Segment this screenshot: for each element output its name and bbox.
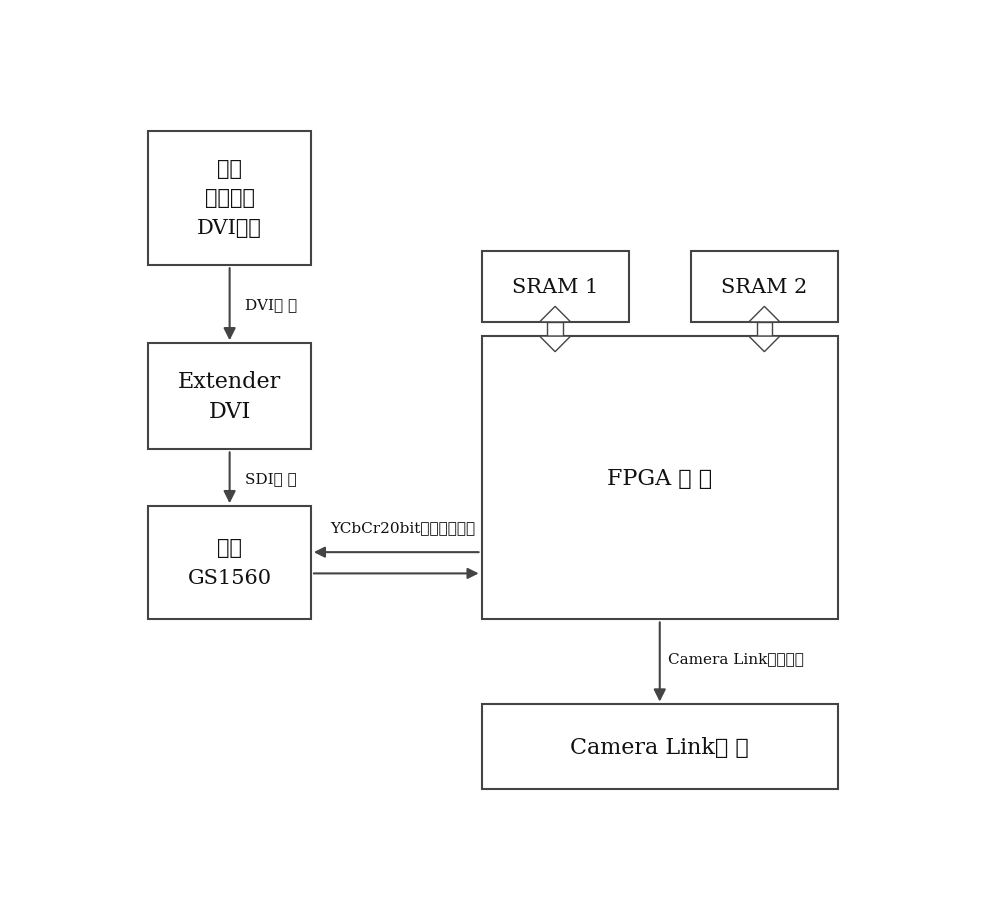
Text: DVI图 像: DVI图 像 <box>245 298 297 312</box>
Text: SRAM 2: SRAM 2 <box>721 278 808 297</box>
Text: FPGA 芯 片: FPGA 芯 片 <box>607 467 712 489</box>
Bar <box>757 323 772 336</box>
Text: DVI: DVI <box>208 401 251 423</box>
Bar <box>148 131 311 266</box>
Bar <box>547 323 563 336</box>
Text: 图像输出: 图像输出 <box>205 189 255 209</box>
Polygon shape <box>540 307 571 323</box>
Text: SRAM 1: SRAM 1 <box>512 278 598 297</box>
Bar <box>482 252 629 323</box>
Bar <box>148 506 311 619</box>
Text: 芯片: 芯片 <box>217 539 242 558</box>
Text: Camera Link接 口: Camera Link接 口 <box>570 736 749 758</box>
Polygon shape <box>749 307 780 323</box>
Text: Extender: Extender <box>178 371 281 393</box>
Text: 接口: 接口 <box>217 160 242 178</box>
Polygon shape <box>749 336 780 352</box>
Polygon shape <box>540 336 571 352</box>
Text: SDI图 像: SDI图 像 <box>245 471 297 485</box>
Text: Camera Link仿真图像: Camera Link仿真图像 <box>668 652 803 665</box>
Bar <box>482 705 838 789</box>
Text: GS1560: GS1560 <box>188 569 272 587</box>
Bar <box>691 252 838 323</box>
Text: DVI数字: DVI数字 <box>197 219 262 238</box>
Text: YCbCr20bit并行图像数据: YCbCr20bit并行图像数据 <box>330 521 476 535</box>
Bar <box>482 336 838 619</box>
Bar <box>148 344 311 450</box>
